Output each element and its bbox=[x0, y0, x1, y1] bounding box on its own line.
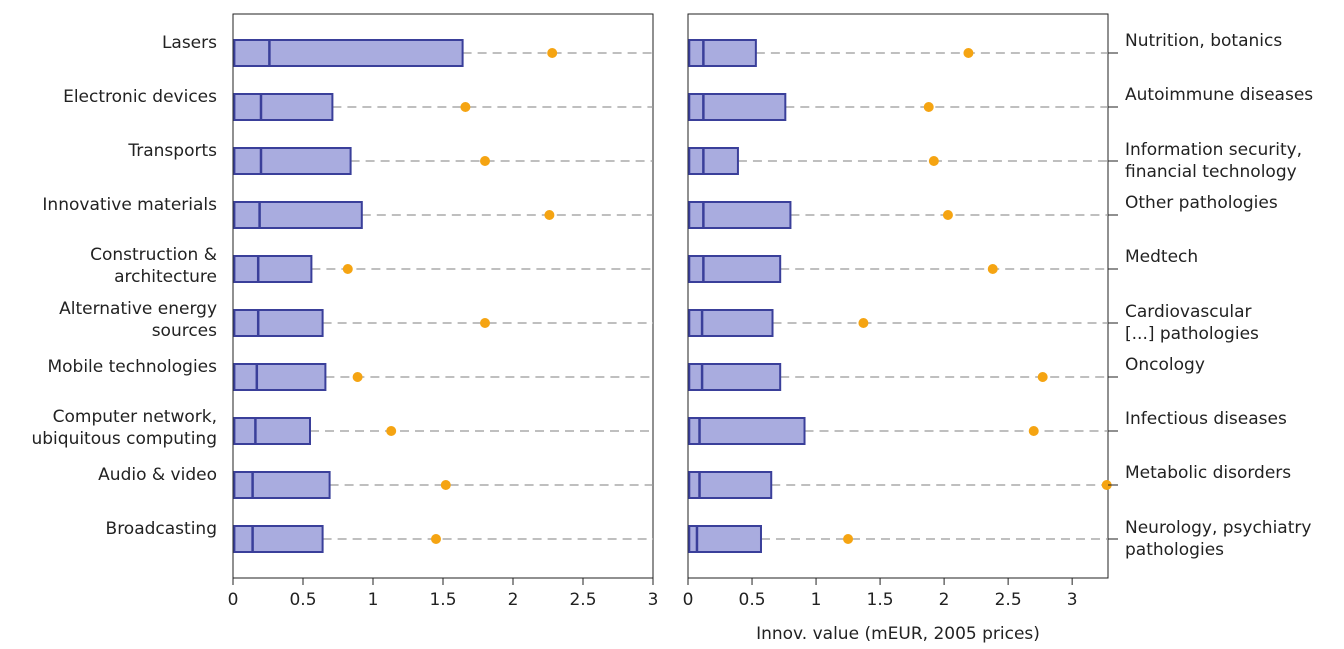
box bbox=[233, 525, 324, 553]
mean bbox=[928, 156, 939, 166]
category-label: Construction & architecture bbox=[90, 245, 217, 287]
mean bbox=[480, 318, 490, 328]
mean bbox=[1037, 372, 1048, 382]
category-label: Infectious diseases bbox=[1125, 409, 1287, 429]
x-tick-label: 3 bbox=[648, 590, 659, 610]
box bbox=[233, 471, 331, 499]
category-label: Innovative materials bbox=[42, 195, 217, 215]
mean bbox=[923, 102, 934, 112]
box bbox=[233, 309, 324, 337]
category-label: Cardiovascular [...] pathologies bbox=[1125, 302, 1259, 344]
x-tick-label: 1 bbox=[811, 590, 822, 610]
x-tick-label: 3 bbox=[1067, 590, 1078, 610]
category-label: Medtech bbox=[1125, 247, 1198, 267]
category-label: Audio & video bbox=[98, 465, 217, 485]
x-axis-label: Innov. value (mEUR, 2005 prices) bbox=[756, 624, 1040, 644]
category-label: Autoimmune diseases bbox=[1125, 85, 1313, 105]
mean bbox=[1028, 426, 1039, 436]
box bbox=[233, 39, 464, 67]
box bbox=[688, 417, 806, 445]
x-tick-label: 2 bbox=[939, 590, 950, 610]
box bbox=[688, 471, 773, 499]
x-tick-label: 2.5 bbox=[995, 590, 1022, 610]
box bbox=[233, 147, 352, 175]
box bbox=[688, 525, 762, 553]
mean bbox=[544, 210, 555, 220]
mean bbox=[480, 156, 490, 166]
mean bbox=[963, 48, 974, 58]
box bbox=[688, 93, 787, 121]
mean bbox=[942, 210, 953, 220]
x-tick-label: 2.5 bbox=[569, 590, 596, 610]
box bbox=[233, 363, 327, 391]
box bbox=[233, 417, 311, 445]
category-label: Electronic devices bbox=[63, 87, 217, 107]
x-tick-label: 1.5 bbox=[429, 590, 456, 610]
box bbox=[233, 93, 334, 121]
category-label: Other pathologies bbox=[1125, 193, 1278, 213]
box bbox=[688, 39, 757, 67]
mean bbox=[440, 480, 451, 490]
mean bbox=[431, 534, 441, 544]
x-tick-label: 1 bbox=[368, 590, 379, 610]
mean bbox=[1101, 480, 1112, 490]
mean bbox=[352, 372, 363, 382]
mean bbox=[460, 102, 471, 112]
category-label: Metabolic disorders bbox=[1125, 463, 1291, 483]
x-tick-label: 1.5 bbox=[867, 590, 894, 610]
box bbox=[688, 201, 792, 229]
x-tick-label: 0 bbox=[683, 590, 694, 610]
box bbox=[233, 201, 363, 229]
category-label: Transports bbox=[127, 141, 217, 161]
category-label: Oncology bbox=[1125, 355, 1205, 375]
mean bbox=[987, 264, 998, 274]
mean bbox=[547, 48, 558, 58]
mean bbox=[858, 318, 869, 328]
category-label: Computer network, ubiquitous computing bbox=[31, 407, 217, 449]
plot-frame bbox=[687, 13, 1109, 579]
category-label: Alternative energy sources bbox=[59, 299, 217, 341]
category-label: Lasers bbox=[162, 33, 217, 53]
box bbox=[233, 255, 313, 283]
category-label: Nutrition, botanics bbox=[1125, 31, 1282, 51]
x-tick-label: 2 bbox=[508, 590, 519, 610]
category-label: Mobile technologies bbox=[47, 357, 217, 377]
mean bbox=[386, 426, 397, 436]
box bbox=[688, 147, 739, 175]
mean bbox=[342, 264, 353, 274]
mean bbox=[843, 534, 854, 544]
box bbox=[688, 363, 782, 391]
category-label: Information security, financial technolog… bbox=[1125, 140, 1302, 182]
x-tick-label: 0.5 bbox=[289, 590, 316, 610]
x-tick-label: 0.5 bbox=[739, 590, 766, 610]
category-label: Neurology, psychiatry pathologies bbox=[1125, 518, 1311, 560]
category-label: Broadcasting bbox=[106, 519, 217, 539]
x-tick-label: 0 bbox=[228, 590, 239, 610]
